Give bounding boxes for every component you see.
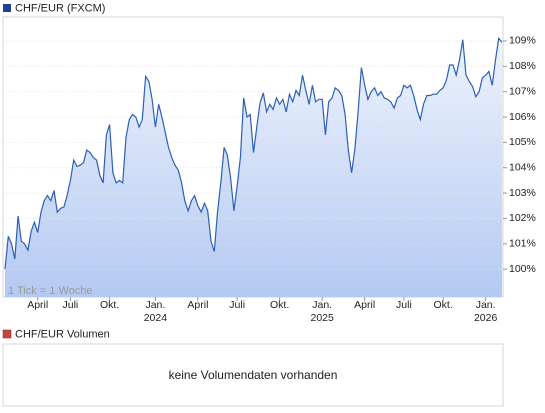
x-tick-year: 2024: [144, 312, 168, 324]
x-tick-label: Jan.: [145, 299, 165, 311]
y-tick-label: 107%: [509, 85, 536, 97]
x-tick-label: Jan.: [312, 299, 332, 311]
volume-message: keine Volumendaten vorhanden: [169, 368, 338, 382]
line: [4, 37, 503, 270]
x-tick-label: April: [187, 299, 208, 311]
legend-swatch: [3, 4, 11, 12]
y-tick-label: 102%: [509, 212, 536, 224]
x-tick-label: April: [354, 299, 375, 311]
y-tick-label: 103%: [509, 187, 536, 199]
y-tick-label: 108%: [509, 60, 536, 72]
x-tick-year: 2026: [474, 312, 498, 324]
annotation: 1 Tick = 1 Woche: [8, 285, 92, 297]
x-tick-label: Juli: [396, 299, 412, 311]
volume-frame: [2, 343, 504, 407]
x-tick-label: Juli: [229, 299, 245, 311]
y-tick-label: 104%: [509, 161, 536, 173]
x-tick-label: Juli: [63, 299, 79, 311]
y-tick-label: 109%: [509, 35, 536, 47]
y-tick-label: 101%: [509, 238, 536, 250]
y-tick-label: 105%: [509, 136, 536, 148]
x-tick-label: Okt.: [270, 299, 289, 311]
x-tick-label: April: [27, 299, 48, 311]
legend-label: CHF/EUR (FXCM): [15, 2, 105, 14]
y-tick-label: 100%: [509, 263, 536, 275]
x-tick-label: Jan.: [476, 299, 496, 311]
legend-swatch: [2, 329, 12, 339]
y-tick-label: 106%: [509, 111, 536, 123]
x-tick-year: 2025: [310, 312, 334, 324]
x-tick-label: Okt.: [434, 299, 453, 311]
legend-label: CHF/EUR Volumen: [15, 328, 110, 340]
area: [5, 38, 502, 298]
x-tick-label: Okt.: [100, 299, 119, 311]
